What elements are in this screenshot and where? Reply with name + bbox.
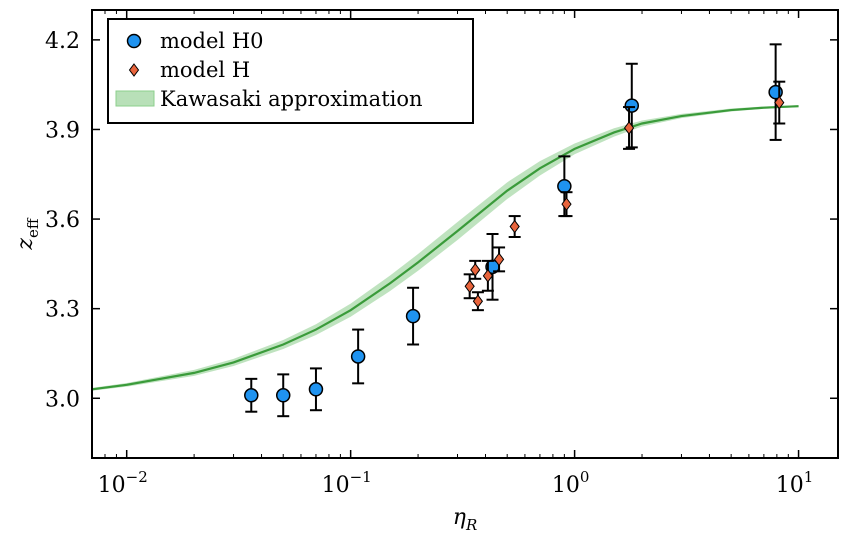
x-tick-mantissa: 10 (776, 473, 804, 498)
x-axis-label-main: η (453, 505, 466, 530)
model-h-point (472, 294, 484, 309)
y-tick-label: 3.0 (45, 387, 80, 412)
x-tick-mantissa: 10 (552, 473, 580, 498)
model-h0-point (308, 382, 324, 397)
legend-marker-model-h0 (126, 33, 142, 49)
x-tick-mantissa: 10 (322, 473, 350, 498)
x-tick-label: 101 (776, 468, 814, 498)
model-h-point (482, 268, 494, 283)
legend: model H0 model H Kawasaki approximation (107, 18, 474, 124)
legend-label: Kawasaki approximation (160, 87, 423, 111)
y-tick-label: 3.3 (45, 298, 80, 323)
model-h0-point (350, 349, 366, 364)
model-h-point (470, 263, 481, 277)
x-tick-exponent: −1 (350, 468, 372, 486)
y-axis-label-sub: eff (24, 217, 42, 238)
x-tick-mantissa: 10 (98, 473, 126, 498)
model-h-point (561, 197, 572, 211)
kawasaki-line-layer (91, 105, 799, 391)
legend-marker-kawasaki (115, 90, 155, 107)
kawasaki-line (91, 105, 799, 391)
legend-box (107, 18, 474, 124)
points-layer (244, 43, 786, 418)
x-axis-label-sub: R (465, 516, 477, 534)
y-axis-label-main: z (13, 238, 38, 251)
model-h-point (493, 252, 505, 267)
legend-marker-model-h (128, 63, 140, 77)
model-h-point (464, 279, 475, 294)
model-h0-point (275, 388, 291, 403)
legend-label: model H (160, 58, 250, 82)
model-h0-point (405, 308, 421, 324)
y-tick-label: 3.6 (45, 208, 80, 233)
x-tick-exponent: 0 (580, 468, 590, 486)
x-tick-exponent: 1 (804, 468, 814, 486)
x-tick-label: 10−1 (322, 468, 372, 498)
y-axis-label: zeff (13, 217, 42, 250)
model-h-point (509, 219, 520, 234)
x-tick-label: 100 (552, 468, 590, 498)
legend-label: model H0 (160, 29, 264, 53)
model-h-point (774, 95, 785, 110)
x-tick-label: 10−2 (98, 468, 148, 498)
model-h0-point (624, 98, 640, 113)
kawasaki-band-layer (92, 105, 799, 391)
model-h0-point (244, 388, 259, 403)
x-tick-exponent: −2 (126, 468, 148, 486)
y-tick-label: 3.9 (45, 118, 80, 143)
kawasaki-band (92, 105, 799, 391)
y-tick-label: 4.2 (45, 29, 80, 54)
model-h0-point (557, 178, 572, 194)
x-axis-label: ηR (453, 505, 477, 534)
plot-area-frame (91, 9, 839, 459)
model-h-point (623, 121, 635, 135)
